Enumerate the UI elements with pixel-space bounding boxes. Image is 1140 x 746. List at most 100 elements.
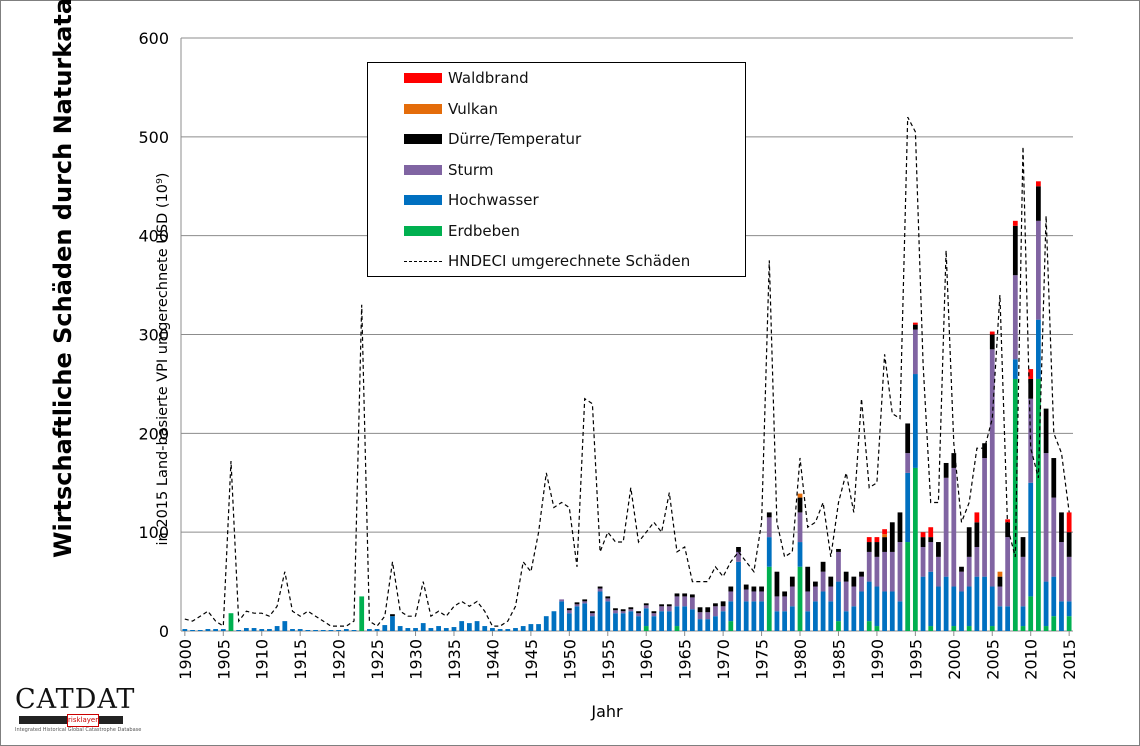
- bar-sturm: [743, 589, 749, 602]
- bar-erdbeben: [1020, 626, 1026, 631]
- bar-hochwasser: [236, 630, 242, 631]
- bar-d-rre-temperatur: [836, 548, 841, 552]
- bar-d-rre-temperatur: [928, 537, 934, 543]
- bar-sturm: [582, 601, 588, 604]
- bar-d-rre-temperatur: [720, 601, 726, 607]
- bar-sturm: [874, 556, 880, 587]
- bar-sturm: [943, 477, 949, 577]
- bar-sturm: [666, 606, 672, 612]
- bar-hochwasser: [182, 629, 188, 631]
- bar-d-rre-temperatur: [628, 607, 634, 610]
- bar-d-rre-temperatur: [620, 609, 626, 612]
- bar-d-rre-temperatur: [1059, 512, 1064, 543]
- bar-sturm: [590, 613, 595, 617]
- legend-item: Hochwasser: [404, 190, 539, 210]
- bar-d-rre-temperatur: [697, 607, 703, 613]
- bar-d-rre-temperatur: [713, 603, 718, 607]
- x-tick-label: 2000: [945, 639, 964, 680]
- legend-swatch: [404, 103, 442, 114]
- bar-waldbrand: [1028, 369, 1034, 379]
- bar-hochwasser: [305, 630, 311, 631]
- legend-item: Sturm: [404, 160, 493, 180]
- bar-hochwasser: [513, 628, 518, 631]
- bar-hochwasser: [836, 581, 841, 622]
- bar-sturm: [928, 542, 934, 572]
- bar-hochwasser: [205, 629, 211, 631]
- legend-item: Erdbeben: [404, 221, 520, 241]
- bar-d-rre-temperatur: [705, 607, 711, 613]
- bar-sturm: [1012, 275, 1018, 360]
- bar-hochwasser: [1066, 601, 1072, 617]
- bar-sturm: [766, 517, 772, 538]
- bar-hochwasser: [443, 628, 449, 631]
- bar-d-rre-temperatur: [666, 604, 672, 607]
- bar-d-rre-temperatur: [966, 527, 972, 557]
- bar-hochwasser: [766, 537, 772, 567]
- bar-sturm: [882, 551, 887, 592]
- bar-hochwasser: [343, 629, 349, 631]
- bar-hochwasser: [243, 628, 249, 631]
- bar-waldbrand: [874, 537, 880, 543]
- bar-hochwasser: [997, 606, 1003, 631]
- legend-item-line: HNDECI umgerechnete Schäden: [404, 251, 690, 271]
- legend-swatch: [404, 225, 442, 236]
- bar-sturm: [851, 586, 857, 607]
- bar-hochwasser: [897, 601, 903, 631]
- line-hndeci: [184, 116, 1070, 628]
- bar-hochwasser: [697, 619, 703, 631]
- bar-hochwasser: [459, 621, 465, 631]
- bar-sturm: [774, 596, 780, 612]
- bar-d-rre-temperatur: [813, 581, 818, 587]
- bar-hochwasser: [259, 629, 265, 631]
- bar-waldbrand: [974, 512, 980, 523]
- bar-d-rre-temperatur: [605, 596, 611, 599]
- bar-sturm: [805, 591, 811, 612]
- bar-hochwasser: [520, 626, 526, 631]
- bar-hochwasser: [413, 628, 418, 631]
- bar-sturm: [997, 586, 1003, 607]
- bar-erdbeben: [359, 596, 365, 631]
- bar-sturm: [628, 609, 634, 612]
- bar-hochwasser: [874, 586, 880, 627]
- bar-hochwasser: [920, 576, 926, 631]
- bar-sturm: [905, 453, 911, 473]
- y-tick-label: 600: [138, 29, 169, 48]
- bar-sturm: [1020, 556, 1026, 607]
- bar-hochwasser: [1043, 581, 1049, 627]
- bar-hochwasser: [1005, 606, 1011, 631]
- bar-hochwasser: [1059, 601, 1064, 631]
- bar-d-rre-temperatur: [759, 586, 764, 592]
- bar-erdbeben: [912, 467, 918, 631]
- legend-swatch: [404, 73, 442, 83]
- bar-hochwasser: [636, 616, 641, 631]
- bar-d-rre-temperatur: [590, 611, 595, 614]
- bar-hochwasser: [982, 576, 987, 631]
- bar-hochwasser: [1051, 576, 1057, 617]
- bar-waldbrand: [1012, 220, 1018, 226]
- bar-hochwasser: [582, 603, 588, 631]
- bar-sturm: [1059, 542, 1064, 602]
- bar-d-rre-temperatur: [682, 593, 688, 597]
- bar-hochwasser: [559, 601, 565, 631]
- bar-hochwasser: [743, 601, 749, 631]
- x-tick-label: 1910: [253, 639, 272, 680]
- bar-hochwasser: [966, 586, 972, 627]
- bar-erdbeben: [1028, 596, 1034, 631]
- bar-d-rre-temperatur: [889, 522, 895, 552]
- x-tick-label: 1955: [599, 639, 618, 680]
- bar-hochwasser: [482, 626, 488, 631]
- bar-hochwasser: [813, 601, 818, 631]
- bar-hochwasser: [866, 581, 872, 622]
- bar-d-rre-temperatur: [1066, 532, 1072, 557]
- bar-hochwasser: [405, 628, 411, 631]
- legend-item: Dürre/Temperatur: [404, 129, 581, 149]
- x-tick-label: 1970: [714, 639, 733, 680]
- bar-d-rre-temperatur: [659, 604, 664, 607]
- bar-d-rre-temperatur: [636, 611, 641, 614]
- bar-waldbrand: [866, 537, 872, 543]
- bar-hochwasser: [597, 591, 603, 631]
- catdat-logo: CATDAT risklayer Integrated Historical G…: [15, 685, 141, 737]
- x-tick-label: 1945: [522, 639, 541, 680]
- bar-sturm: [912, 329, 918, 375]
- bar-sturm: [659, 606, 664, 612]
